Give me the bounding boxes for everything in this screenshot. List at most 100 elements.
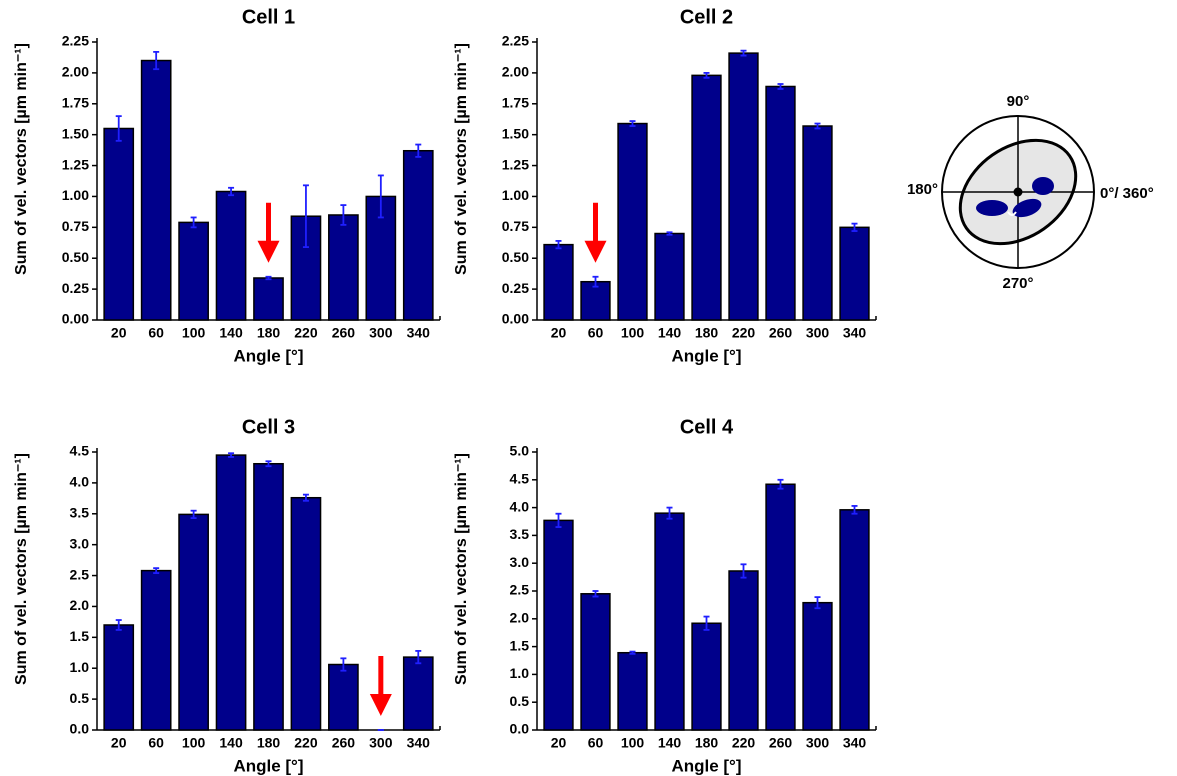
bar	[215, 454, 247, 731]
x-tick-label: 100	[182, 735, 206, 751]
y-axis-label: Sum of vel. vectors [µm min⁻¹]	[13, 453, 30, 685]
error-bar	[555, 512, 562, 528]
y-axis-label: Sum of vel. vectors [µm min⁻¹]	[453, 453, 470, 685]
y-tick-label: 1.25	[62, 156, 89, 172]
y-axis-label: Sum of vel. vectors [µm min⁻¹]	[453, 43, 470, 275]
y-tick-label: 2.0	[510, 610, 530, 626]
error-bar	[851, 505, 858, 515]
error-bar	[415, 143, 422, 158]
y-tick-label: 2.00	[502, 64, 529, 80]
x-tick-label: 340	[843, 735, 867, 751]
error-bar	[555, 240, 562, 250]
error-bar	[340, 657, 347, 672]
y-tick-label: 3.5	[70, 504, 90, 520]
y-tick-label: 1.25	[502, 156, 529, 172]
bar	[691, 622, 722, 731]
bar	[402, 656, 434, 731]
bar	[253, 277, 284, 321]
error-bar	[592, 590, 599, 598]
error-bar	[666, 231, 673, 236]
arrow-head	[584, 240, 607, 263]
y-tick-label: 0.75	[502, 218, 529, 234]
y-tick-label: 1.5	[510, 637, 530, 653]
y-tick-label: 0.25	[62, 280, 89, 296]
error-bar	[814, 596, 821, 610]
bar	[728, 570, 759, 731]
bar	[140, 569, 172, 731]
y-tick-label: 5.0	[510, 443, 530, 459]
x-tick-label: 140	[219, 735, 243, 751]
y-tick-label: 4.5	[70, 443, 90, 459]
x-tick-label: 260	[769, 325, 793, 341]
bar	[328, 214, 359, 321]
cell-part	[976, 200, 1008, 216]
bar	[654, 232, 685, 321]
y-tick-label: 3.0	[510, 554, 530, 570]
x-tick-label: 100	[182, 325, 206, 341]
y-tick-label: 0.0	[510, 721, 530, 737]
error-bar	[153, 50, 160, 71]
y-tick-label: 1.75	[502, 94, 529, 110]
cell-part	[1012, 198, 1042, 218]
bar	[543, 243, 574, 321]
y-tick-label: 3.0	[70, 535, 90, 551]
error-bar	[740, 563, 747, 579]
diagram-label: 180°	[907, 181, 938, 198]
error-bar	[851, 222, 858, 232]
error-bar	[377, 174, 384, 219]
error-bar	[265, 460, 272, 468]
x-tick-label: 260	[332, 735, 356, 751]
bar	[253, 462, 284, 731]
x-tick-label: 180	[695, 325, 719, 341]
error-bar	[777, 83, 784, 90]
error-bar	[228, 452, 235, 458]
bar	[543, 519, 574, 731]
bar	[765, 483, 796, 731]
x-tick-label: 60	[148, 735, 164, 751]
x-tick-label: 100	[621, 325, 645, 341]
x-tick-label: 100	[621, 735, 645, 751]
connector	[1007, 211, 1017, 216]
y-tick-label: 0.50	[62, 249, 89, 265]
error-bar	[666, 506, 673, 520]
error-bar	[115, 115, 122, 142]
diagram-label: 0°/ 360°	[1100, 185, 1154, 202]
error-bar	[340, 204, 347, 226]
bar	[402, 149, 434, 321]
bar	[290, 496, 322, 731]
x-tick-label: 60	[588, 325, 604, 341]
error-bar	[265, 275, 272, 281]
arrow-head	[369, 694, 392, 716]
error-bar	[592, 275, 599, 288]
x-axis-label: Angle [°]	[233, 346, 303, 365]
chart-title: Cell 3	[242, 416, 295, 438]
x-tick-label: 340	[843, 325, 867, 341]
y-tick-label: 2.00	[62, 64, 89, 80]
x-axis-label: Angle [°]	[233, 756, 303, 775]
error-bar	[740, 49, 747, 57]
error-bar	[814, 122, 821, 130]
bar	[802, 601, 833, 731]
error-bar	[302, 184, 309, 249]
x-tick-label: 300	[369, 735, 393, 751]
center-dot	[1013, 187, 1023, 197]
y-tick-label: 0.50	[502, 249, 529, 265]
x-tick-label: 220	[294, 325, 318, 341]
cell-part	[1032, 177, 1054, 195]
y-tick-label: 0.0	[70, 721, 90, 737]
bar	[215, 190, 247, 321]
y-tick-label: 2.0	[70, 597, 90, 613]
y-tick-label: 1.75	[62, 94, 89, 110]
error-bar	[190, 509, 197, 520]
bar	[103, 127, 135, 321]
bar	[178, 221, 209, 321]
error-bar	[629, 650, 636, 655]
y-tick-label: 0.75	[62, 218, 89, 234]
bar	[580, 280, 611, 321]
orientation-diagram: 90° 180° 0°/ 360° 270°	[907, 93, 1154, 292]
y-tick-label: 0.00	[502, 311, 529, 327]
x-tick-label: 260	[769, 735, 793, 751]
x-tick-label: 300	[369, 325, 393, 341]
y-tick-label: 0.5	[510, 693, 530, 709]
